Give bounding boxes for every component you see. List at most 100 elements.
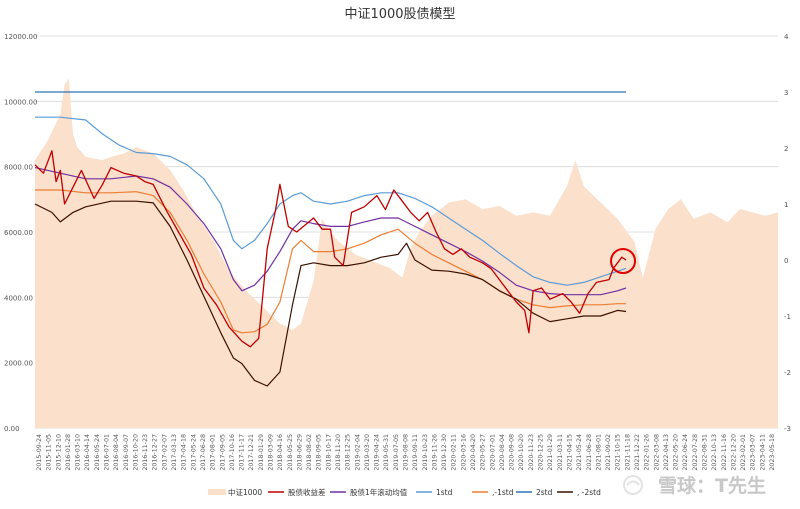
x-tick-label: 2021-10-15	[615, 434, 622, 471]
x-tick-label: 2018-12-25	[345, 434, 352, 471]
series-6-line	[34, 200, 627, 387]
x-tick-label: 2017-06-28	[200, 434, 207, 471]
x-tick-label: 2021-01-29	[547, 434, 554, 471]
x-tick-label: 2022-03-08	[653, 434, 660, 471]
legend-swatch	[208, 489, 226, 495]
series-1-line	[34, 150, 627, 348]
x-tick-label: 2021-04-15	[567, 434, 574, 471]
x-tick-label: 2022-11-16	[721, 434, 728, 471]
left-axis-ticks: 0.00 2000.00 4000.00 6000.00 8000.00 10000.00…	[4, 33, 37, 433]
x-tick-label: 2016-03-10	[75, 434, 82, 471]
x-tick-label: 2017-03-13	[171, 434, 178, 471]
x-tick-label: 2016-09-07	[123, 434, 130, 471]
series-4-line	[35, 189, 626, 334]
x-tick-label: 2018-08-02	[306, 434, 313, 471]
left-tick-label: 2000.00	[4, 360, 33, 368]
legend-label: 1std	[436, 488, 453, 497]
legend-label: ,-1std	[492, 488, 514, 497]
x-tick-label: 2021-09-02	[605, 434, 612, 471]
x-tick-label: 2018-06-29	[296, 434, 303, 471]
x-tick-label: 2023-05-18	[769, 434, 776, 471]
right-tick-label: -2	[784, 369, 791, 377]
annotation-circle	[610, 248, 637, 274]
x-tick-label: 2016-08-04	[113, 434, 120, 471]
x-tick-label: 2022-07-28	[692, 434, 699, 471]
right-tick-label: 2	[784, 145, 788, 153]
x-tick-label: 2019-09-11	[412, 434, 419, 471]
x-tick-label: 2016-05-24	[94, 434, 101, 471]
x-tick-label: 2023-02-01	[740, 434, 747, 471]
right-tick-label: 4	[784, 33, 789, 41]
x-tick-label: 2022-10-13	[711, 434, 718, 471]
x-tick-label: 2019-10-23	[422, 434, 429, 471]
legend-label: 中证1000	[228, 487, 262, 497]
x-tick-label: 2021-05-24	[576, 434, 583, 471]
x-tick-label: 2022-12-20	[730, 434, 737, 471]
legend-label: 股债收益差	[288, 487, 326, 497]
x-tick-label: 2018-11-20	[335, 434, 342, 471]
series-0-area	[35, 78, 778, 428]
series-layer	[34, 78, 778, 428]
x-tick-label: 2021-03-11	[557, 434, 564, 471]
x-tick-label: 2017-04-18	[181, 434, 188, 471]
chart-title: 中证1000股债模型	[344, 7, 455, 22]
legend-label: 2std	[536, 488, 553, 497]
right-tick-label: 3	[784, 89, 788, 97]
series-3-line	[35, 116, 627, 286]
left-tick-label: 12000.00	[4, 33, 37, 41]
x-tick-label: 2015-12-10	[55, 434, 62, 471]
x-tick-label: 2020-08-04	[499, 434, 506, 471]
x-tick-label: 2022-01-26	[644, 434, 651, 471]
right-tick-label: 0	[784, 257, 788, 265]
x-tick-label: 2018-05-25	[287, 434, 294, 471]
x-tick-label: 2020-04-20	[470, 434, 477, 471]
x-tick-label: 2019-03-20	[364, 434, 371, 471]
x-tick-label: 2015-11-05	[46, 434, 53, 471]
x-tick-label: 2019-04-24	[374, 434, 381, 471]
x-tick-label: 2017-05-24	[190, 434, 197, 471]
left-tick-label: 8000.00	[4, 164, 33, 172]
x-tick-label: 2020-12-25	[538, 434, 545, 471]
legend: 中证1000 股债收益差 股债1年滚动均值 1std ,-1std 2std , -2std	[208, 487, 601, 497]
x-tick-label: 2017-09-05	[219, 434, 226, 471]
x-tick-label: 2020-10-20	[518, 434, 525, 471]
x-tick-label: 2021-12-22	[634, 434, 641, 471]
left-tick-label: 6000.00	[4, 229, 33, 237]
right-axis-ticks: -3 -2 -1 0 1 2 3 4	[784, 33, 791, 433]
x-tick-label: 2016-10-20	[132, 434, 139, 471]
left-tick-label: 4000.00	[4, 294, 33, 302]
x-tick-label: 2023-04-11	[759, 434, 766, 471]
x-tick-label: 2018-09-05	[316, 434, 323, 471]
x-tick-label: 2023-03-07	[750, 434, 757, 471]
x-tick-label: 2017-10-16	[229, 434, 236, 471]
legend-label: , -2std	[577, 488, 601, 497]
x-tick-label: 2019-07-05	[393, 434, 400, 471]
x-tick-label: 2019-11-26	[431, 434, 438, 471]
x-tick-label: 2016-01-28	[65, 434, 72, 471]
x-tick-label: 2019-12-30	[441, 434, 448, 471]
x-tick-label: 2018-10-17	[325, 434, 332, 471]
x-tick-label: 2017-12-21	[248, 434, 255, 471]
left-tick-label: 0.00	[4, 425, 20, 433]
watermark-icon	[623, 475, 643, 495]
x-tick-label: 2020-09-08	[509, 434, 516, 471]
x-tick-label: 2016-04-14	[84, 434, 91, 471]
x-tick-label: 2015-09-24	[36, 434, 43, 471]
x-tick-label: 2016-12-27	[152, 434, 159, 471]
x-tick-label: 2022-08-31	[702, 434, 709, 471]
x-tick-label: 2017-11-17	[239, 434, 246, 471]
x-axis-ticks: 2015-09-24 2015-11-05 2015-12-10 2016-01-28…	[36, 434, 776, 471]
x-tick-label: 2020-03-16	[460, 434, 467, 471]
right-tick-label: 1	[784, 201, 788, 209]
right-tick-label: -1	[784, 313, 791, 321]
x-tick-label: 2022-06-24	[682, 434, 689, 471]
x-tick-label: 2018-01-29	[258, 434, 265, 471]
x-tick-label: 2016-07-01	[104, 434, 111, 471]
x-tick-label: 2021-06-28	[586, 434, 593, 471]
x-tick-label: 2017-08-01	[210, 434, 217, 471]
x-tick-label: 2019-08-08	[403, 434, 410, 471]
x-tick-label: 2019-05-31	[383, 434, 390, 471]
x-tick-label: 2017-02-07	[161, 434, 168, 471]
legend-label: 股债1年滚动均值	[350, 487, 408, 497]
